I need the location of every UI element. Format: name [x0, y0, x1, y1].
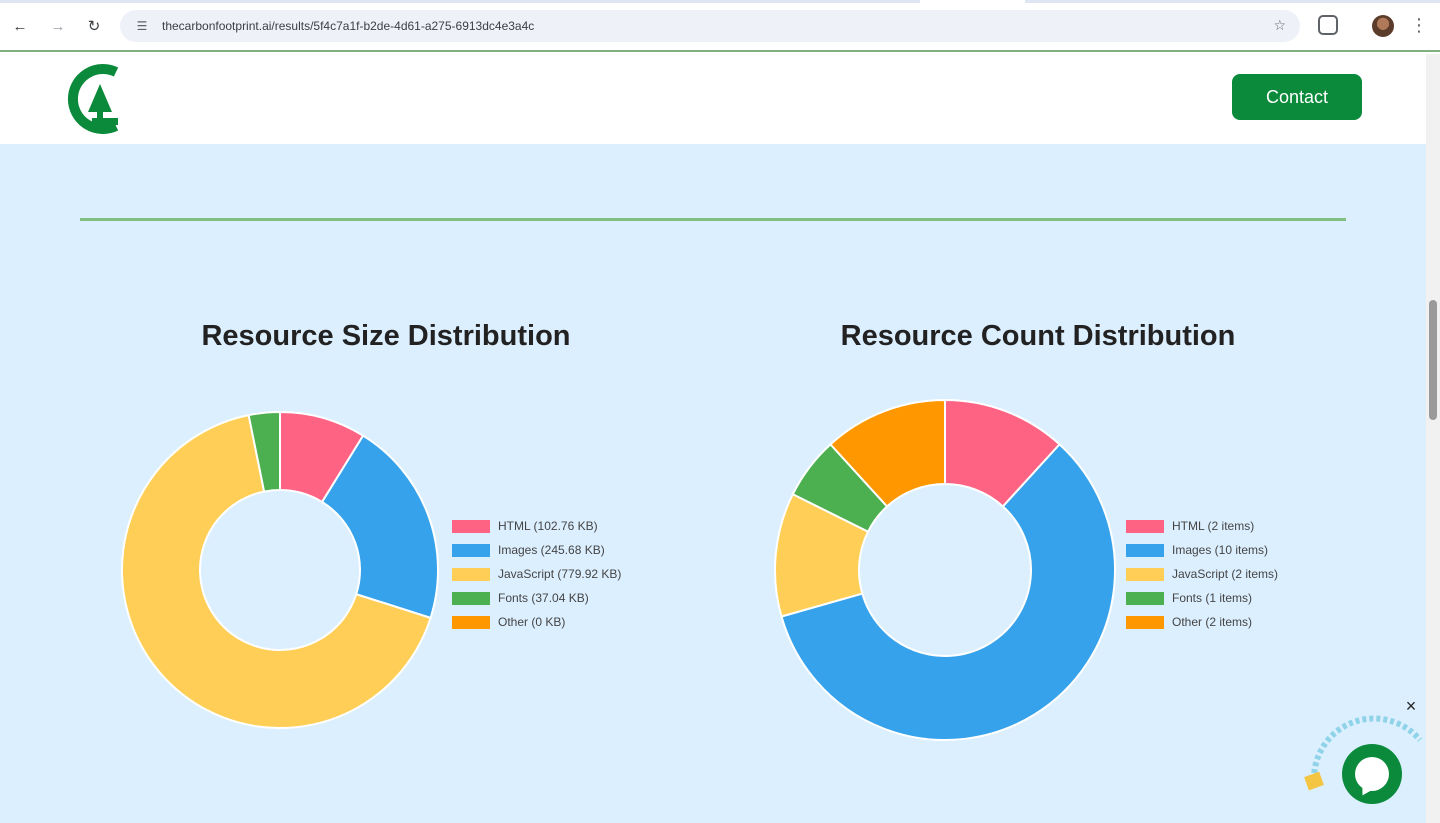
size-slice-fonts[interactable] — [247, 410, 281, 493]
legend-label: HTML (102.76 KB) — [498, 519, 598, 533]
count-chart-legend: HTML (2 items) Images (10 items) JavaScrip… — [1126, 514, 1278, 634]
legend-swatch — [1126, 543, 1164, 557]
url-text[interactable]: thecarbonfootprint.ai/results/5f4c7a1f-b… — [162, 19, 535, 33]
count-legend-item-images[interactable]: Images (10 items) — [1126, 538, 1278, 562]
count-slice-images[interactable] — [780, 442, 1116, 741]
legend-label: Fonts (1 items) — [1172, 591, 1253, 605]
legend-label: Images (245.68 KB) — [498, 543, 605, 557]
size-chart-legend: HTML (102.76 KB) Images (245.68 KB) JavaSc… — [452, 514, 621, 634]
legend-swatch — [452, 591, 490, 605]
chart-title-size: Resource Size Distribution — [201, 320, 571, 352]
more-vertical-icon[interactable]: ⋮ — [1410, 15, 1428, 35]
size-legend-item-fonts[interactable]: Fonts (37.04 KB) — [452, 586, 621, 610]
legend-swatch — [1126, 615, 1164, 629]
active-tab[interactable] — [920, 0, 1025, 3]
chart-title-count: Resource Count Distribution — [840, 320, 1236, 352]
legend-label: Fonts (37.04 KB) — [498, 591, 589, 605]
back-icon[interactable]: ← — [12, 17, 28, 35]
scroll-thumb[interactable] — [1429, 300, 1437, 420]
legend-label: JavaScript (779.92 KB) — [498, 567, 622, 581]
address-bar[interactable]: ☰ thecarbonfootprint.ai/results/5f4c7a1f… — [120, 10, 1300, 42]
forward-icon[interactable]: → — [50, 17, 66, 35]
avatar[interactable] — [1372, 15, 1394, 37]
legend-swatch — [452, 615, 490, 629]
legend-swatch — [452, 567, 490, 581]
legend-swatch — [1126, 591, 1164, 605]
count-legend-item-javascript[interactable]: JavaScript (2 items) — [1126, 562, 1278, 586]
legend-label: Other (2 items) — [1172, 615, 1253, 629]
size-slice-javascript[interactable] — [121, 413, 432, 729]
count-legend-item-other[interactable]: Other (2 items) — [1126, 610, 1278, 634]
size-legend-item-html[interactable]: HTML (102.76 KB) — [452, 514, 621, 538]
puzzle-icon[interactable] — [1318, 15, 1338, 35]
tune-icon[interactable]: ☰ — [136, 19, 148, 33]
resource-count-donut-chart — [774, 398, 1116, 741]
count-slice-other[interactable] — [829, 398, 946, 508]
site-header: Contact — [0, 54, 1426, 144]
chat-bubble-icon[interactable] — [1342, 744, 1402, 804]
chat-widget-badge — [1304, 715, 1423, 791]
size-legend-item-other[interactable]: Other (0 KB) — [452, 610, 621, 634]
size-slice-images[interactable] — [320, 434, 439, 620]
legend-label: Other (0 KB) — [498, 615, 566, 629]
legend-swatch — [452, 543, 490, 557]
resource-size-donut-chart — [121, 410, 439, 729]
tab-strip — [0, 0, 1440, 3]
reload-icon[interactable]: ↻ — [87, 18, 101, 35]
chat-close-icon[interactable]: × — [1405, 696, 1417, 716]
legend-label: Images (10 items) — [1172, 543, 1269, 557]
browser-toolbar: ← → ↻ ☰ thecarbonfootprint.ai/results/5f… — [0, 0, 1440, 52]
size-legend-item-javascript[interactable]: JavaScript (779.92 KB) — [452, 562, 621, 586]
legend-label: JavaScript (2 items) — [1172, 567, 1279, 581]
count-legend-item-fonts[interactable]: Fonts (1 items) — [1126, 586, 1278, 610]
star-icon[interactable]: ☆ — [1273, 17, 1286, 33]
contact-button[interactable]: Contact — [1232, 74, 1362, 120]
count-legend-item-html[interactable]: HTML (2 items) — [1126, 514, 1278, 538]
legend-label: HTML (2 items) — [1172, 519, 1255, 533]
leaf-c-logo[interactable] — [60, 62, 126, 136]
legend-swatch — [1126, 519, 1164, 533]
section-divider — [80, 218, 1346, 221]
page-scrollbar[interactable] — [1426, 54, 1440, 823]
size-legend-item-images[interactable]: Images (245.68 KB) — [452, 538, 621, 562]
legend-swatch — [452, 519, 490, 533]
results-section: Resource Size Distribution Resource Coun… — [0, 144, 1426, 823]
legend-swatch — [1126, 567, 1164, 581]
